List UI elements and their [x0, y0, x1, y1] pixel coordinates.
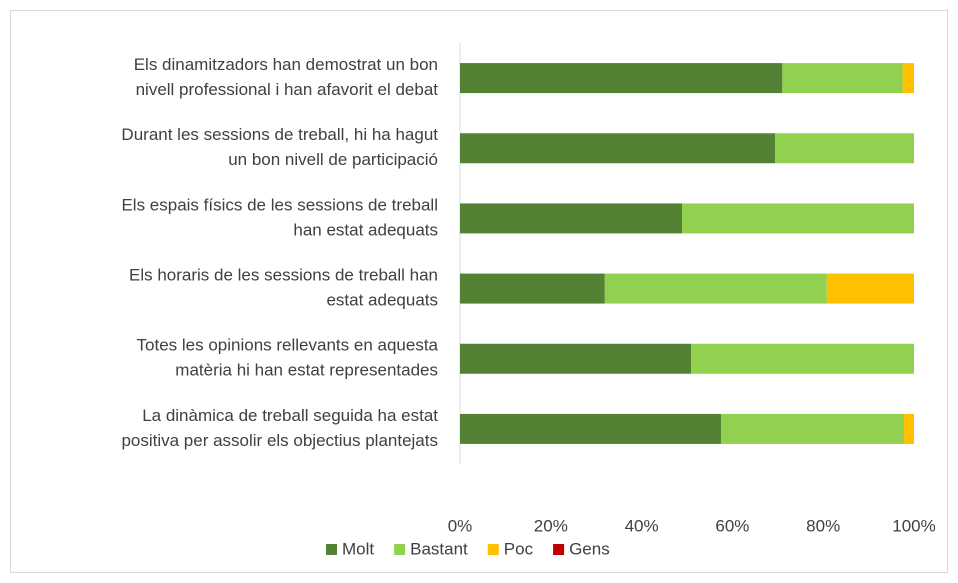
category-label: Els espais físics de les sessions de tre… — [121, 195, 438, 214]
category-label: Totes les opinions rellevants en aquesta — [137, 336, 439, 355]
x-tick-label: 40% — [625, 516, 659, 535]
bar-segment — [691, 343, 914, 374]
legend-swatch — [326, 544, 337, 555]
legend-swatch — [553, 544, 565, 555]
x-tick-label: 20% — [534, 516, 568, 535]
category-label: un bon nivell de participació — [228, 150, 438, 169]
category-label: Durant les sessions de treball, hi ha ha… — [121, 125, 438, 144]
bar-segment — [460, 133, 776, 164]
bar-segment — [682, 203, 914, 234]
legend-label: Poc — [504, 539, 534, 558]
bar-segment — [904, 413, 914, 444]
bar-segment — [782, 63, 903, 94]
x-tick-label: 100% — [892, 516, 935, 535]
category-label: positiva per assolir els objectius plant… — [121, 431, 438, 450]
legend-label: Gens — [569, 539, 610, 558]
category-label: La dinàmica de treball seguida ha estat — [142, 406, 438, 425]
bar-segment — [460, 273, 605, 304]
bar-segment — [721, 413, 905, 444]
category-label: Els dinamitzadors han demostrat un bon — [134, 55, 438, 74]
x-tick-label: 80% — [806, 516, 840, 535]
category-label: estat adequats — [326, 291, 438, 310]
bar-segment — [775, 133, 914, 164]
legend-swatch — [487, 544, 499, 555]
bar-segment — [460, 203, 683, 234]
category-label: Els horaris de les sessions de treball h… — [129, 266, 438, 285]
bar-segment — [460, 413, 722, 444]
legend-label: Molt — [342, 539, 374, 558]
category-label: nivell professional i han afavorit el de… — [136, 80, 439, 99]
bar-segment — [460, 63, 783, 94]
legend-swatch — [394, 544, 406, 555]
bar-segment — [902, 63, 914, 94]
bar-segment — [604, 273, 827, 304]
category-label: matèria hi han estat representades — [175, 361, 438, 380]
bar-segment — [460, 343, 692, 374]
bar-segment — [826, 273, 914, 304]
x-tick-label: 0% — [448, 516, 473, 535]
category-label: han estat adequats — [293, 220, 438, 239]
legend-label: Bastant — [410, 539, 468, 558]
x-tick-label: 60% — [715, 516, 749, 535]
